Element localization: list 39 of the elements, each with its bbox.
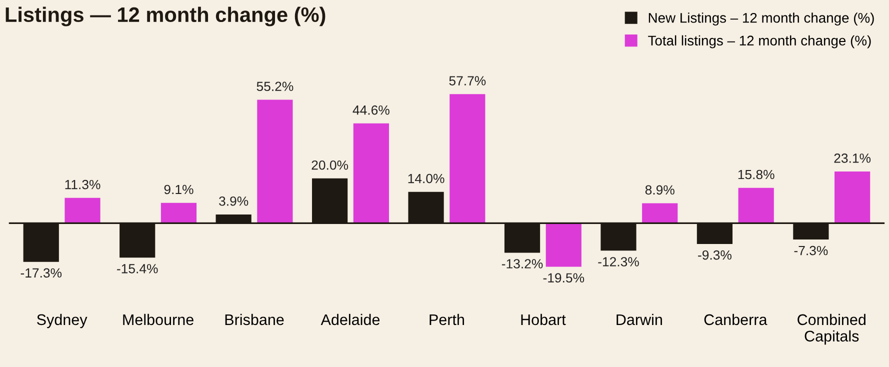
- x-tick-label: Hobart: [521, 314, 566, 326]
- x-tick-label: Sydney: [37, 314, 88, 328]
- data-label: -12.3%: [598, 257, 639, 266]
- bar: [450, 94, 486, 224]
- legend-label: Total listings – 12 month change (%): [648, 35, 871, 48]
- x-tick-label: Perth: [430, 314, 464, 326]
- bar: [642, 203, 678, 224]
- legend-label: New Listings – 12 month change (%): [648, 12, 874, 26]
- data-label: 3.9%: [219, 196, 248, 206]
- data-label: 23.1%: [834, 154, 871, 163]
- chart-title: Listings — 12 month change (%): [6, 6, 326, 26]
- data-label: 57.7%: [449, 76, 486, 86]
- bar: [160, 202, 197, 224]
- data-label: 55.2%: [256, 82, 294, 92]
- x-tick-label: Melbourne: [123, 314, 194, 326]
- data-label: 44.6%: [352, 105, 390, 115]
- data-label: -9.3%: [698, 250, 732, 260]
- data-label: -17.3%: [20, 268, 62, 278]
- bar: [546, 223, 582, 267]
- x-tick-label: Adelaide: [320, 314, 380, 326]
- bar: [64, 198, 100, 224]
- data-label: 14.0%: [408, 174, 444, 184]
- x-tick-label: Combined Capitals: [798, 314, 866, 345]
- data-label: 8.9%: [645, 185, 674, 195]
- bar: [738, 188, 774, 224]
- data-label: 9.1%: [164, 184, 194, 194]
- bar: [353, 123, 389, 224]
- bar: [257, 100, 293, 224]
- x-tick-label: Canberra: [704, 314, 768, 326]
- data-label: 11.3%: [65, 180, 100, 190]
- data-label: -19.5%: [543, 273, 584, 283]
- x-tick-label: Brisbane: [225, 314, 284, 326]
- x-tick-label: Darwin: [616, 314, 662, 326]
- data-label: -7.3%: [794, 246, 828, 256]
- bar: [834, 172, 870, 224]
- data-label: -13.2%: [502, 259, 543, 268]
- data-label: 20.0%: [312, 160, 348, 170]
- data-label: 15.8%: [738, 170, 774, 180]
- data-label: -15.4%: [117, 264, 158, 274]
